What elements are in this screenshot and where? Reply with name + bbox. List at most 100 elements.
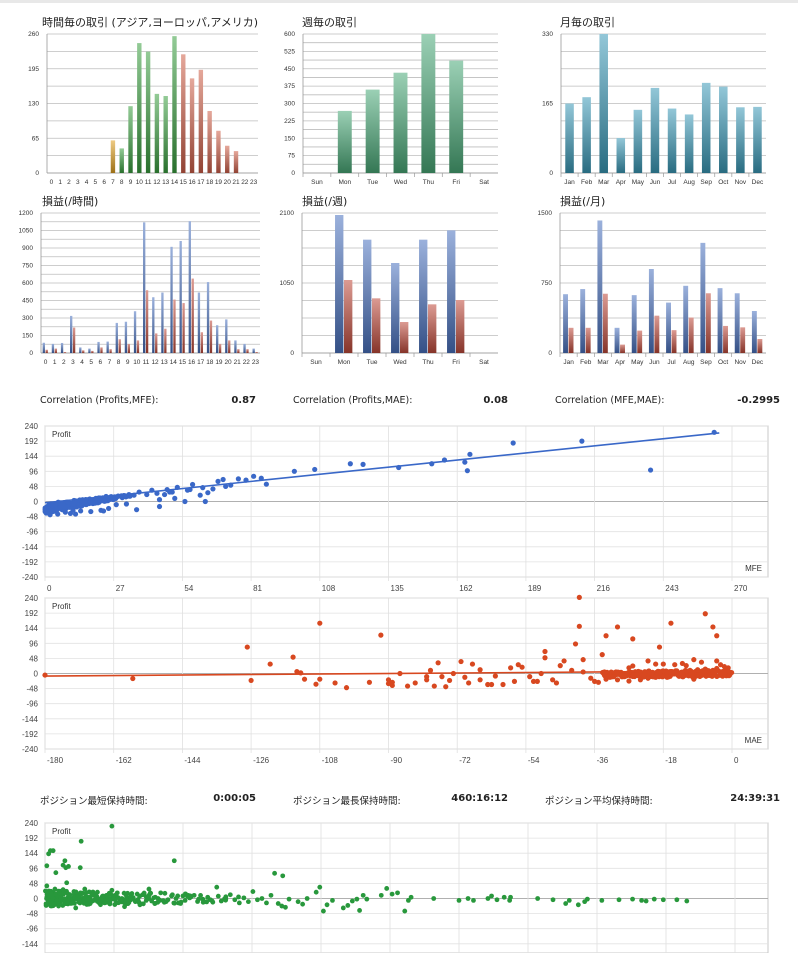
- data-point: [489, 894, 494, 899]
- data-point: [317, 677, 322, 682]
- bar-profit: [253, 349, 255, 353]
- y-tick-label: 192: [25, 437, 39, 446]
- profit-vs-holding-time-chart: -144 -96 -48 0 48 96 144 192 240 Profit: [0, 818, 798, 953]
- data-point: [648, 467, 653, 472]
- bar-profit: [391, 263, 399, 353]
- y-tick-label: 96: [29, 864, 38, 873]
- data-point: [264, 482, 269, 487]
- data-point: [300, 902, 305, 907]
- x-tick-label: 3: [76, 179, 80, 186]
- corr-profit-mfe-value: 0.87: [186, 395, 256, 406]
- y-tick-label: 192: [25, 834, 39, 843]
- y-tick-label: -48: [26, 685, 38, 694]
- data-point: [508, 665, 513, 670]
- bar-loss: [372, 298, 380, 353]
- bar-profit: [563, 294, 568, 353]
- bar-loss: [246, 349, 248, 353]
- data-point: [432, 683, 437, 688]
- chart-title: 損益(/時間): [42, 194, 98, 208]
- data-point: [42, 672, 47, 677]
- y-tick-label: 600: [284, 31, 295, 38]
- data-point: [500, 682, 505, 687]
- data-point: [109, 824, 114, 829]
- x-tick-label: 19: [215, 359, 223, 366]
- data-point: [269, 893, 274, 898]
- y-tick-label: 225: [284, 118, 295, 125]
- x-tick-label: Wed: [393, 359, 407, 366]
- data-point: [674, 897, 679, 902]
- y-tick-label: -96: [26, 700, 38, 709]
- data-point: [237, 901, 242, 906]
- x-tick-label: -126: [253, 756, 270, 765]
- x-tick-label: Thu: [423, 179, 435, 186]
- data-point: [561, 658, 566, 663]
- data-point: [652, 897, 657, 902]
- bar: [634, 110, 643, 173]
- bar-profit: [180, 241, 182, 353]
- data-point: [573, 641, 578, 646]
- y-tick-label: 150: [284, 135, 295, 142]
- data-point: [249, 678, 254, 683]
- data-point: [280, 873, 285, 878]
- y-tick-label: 48: [29, 482, 38, 491]
- data-point: [196, 897, 201, 902]
- x-tick-label: Sep: [700, 359, 712, 366]
- pl-by-month-chart: 損益(/月)07501500Jan Feb Mar Apr May Jun Jul Aug Se…: [530, 190, 798, 370]
- data-point: [512, 679, 517, 684]
- y-axis-label: Profit: [52, 827, 71, 836]
- data-point: [495, 897, 500, 902]
- data-point: [172, 496, 177, 501]
- data-point: [205, 895, 210, 900]
- x-tick-label: 8: [120, 179, 124, 186]
- data-point: [53, 503, 58, 508]
- y-tick-label: 240: [25, 422, 39, 431]
- x-tick-label: Oct: [718, 359, 728, 366]
- x-tick-label: May: [631, 359, 644, 366]
- data-point: [221, 477, 226, 482]
- bar-loss: [654, 316, 659, 353]
- bar: [207, 111, 211, 173]
- trades-by-weekday-chart: 週毎の取引 0 75 150 225 300 375 450 525 600 Sun Mon Tue We…: [270, 0, 530, 195]
- x-tick-label: Apr: [615, 359, 626, 366]
- x-tick-label: 17: [197, 359, 205, 366]
- data-point: [119, 896, 124, 901]
- x-tick-label: Aug: [683, 179, 695, 186]
- data-point: [63, 510, 68, 515]
- y-tick-label: 450: [22, 298, 33, 305]
- data-point: [260, 896, 265, 901]
- data-point: [255, 897, 260, 902]
- data-point: [128, 897, 133, 902]
- x-tick-label: Jul: [667, 359, 676, 366]
- data-point: [283, 905, 288, 910]
- bar: [753, 107, 762, 173]
- corr-profit-mae-label: Correlation (Profits,MAE):: [293, 395, 412, 406]
- data-point: [95, 890, 100, 895]
- y-tick-label: 300: [284, 101, 295, 108]
- y-tick-label: 96: [29, 639, 38, 648]
- data-point: [183, 898, 188, 903]
- data-point: [465, 468, 470, 473]
- data-point: [390, 683, 395, 688]
- y-tick-label: -48: [26, 910, 38, 919]
- y-tick-label: 96: [29, 467, 38, 476]
- x-tick-label: 17: [197, 179, 205, 186]
- bar: [582, 97, 591, 173]
- bar-loss: [672, 330, 677, 353]
- data-point: [106, 506, 111, 511]
- bar-loss: [73, 328, 75, 353]
- data-point: [579, 439, 584, 444]
- data-point: [68, 511, 73, 516]
- avg-hold-time-value: 24:39:31: [710, 793, 780, 804]
- y-tick-label: -48: [26, 513, 38, 522]
- x-tick-label: 11: [143, 359, 150, 366]
- data-point: [109, 888, 114, 893]
- y-tick-label: 48: [29, 654, 38, 663]
- bar-profit: [649, 269, 654, 353]
- corr-mfe-mae-label: Correlation (MFE,MAE):: [555, 395, 664, 406]
- x-tick-label: 9: [129, 179, 133, 186]
- x-tick-label: 20: [224, 359, 232, 366]
- x-tick-label: 5: [94, 179, 98, 186]
- data-point: [665, 675, 670, 680]
- x-tick-label: 5: [89, 359, 93, 366]
- data-point: [305, 896, 310, 901]
